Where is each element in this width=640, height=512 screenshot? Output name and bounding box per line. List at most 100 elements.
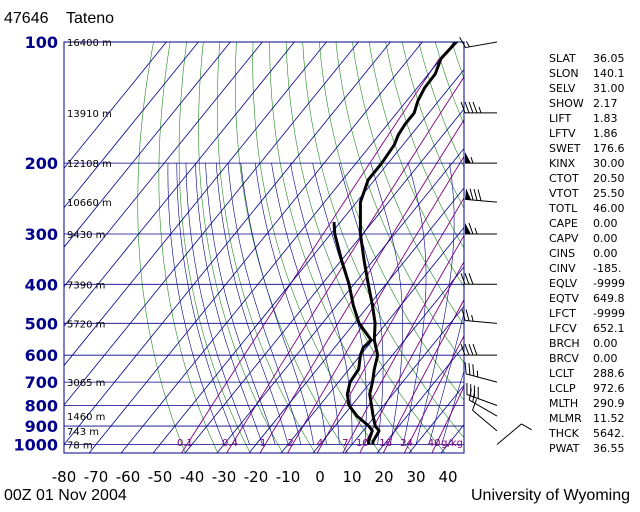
isotherm	[152, 68, 464, 453]
mixing-ratio-line	[226, 76, 464, 453]
index-value: 0.00	[593, 217, 618, 230]
isotherm	[248, 187, 464, 453]
moist-adiabat	[195, 163, 263, 445]
index-name: PWAT	[549, 442, 580, 455]
index-row: LFCT -9999	[549, 306, 637, 321]
wind-barb	[472, 399, 498, 432]
observation-time: 00Z 01 Nov 2004	[4, 487, 127, 504]
temperature-tick-label: -20	[244, 468, 269, 486]
dry-adiabat	[319, 42, 464, 401]
mixing-ratio-line	[316, 197, 464, 453]
mixing-ratio-line	[287, 155, 464, 453]
station-id: 47646	[4, 10, 49, 27]
temperature-tick-label: 20	[374, 468, 393, 486]
index-value: 5642.	[593, 427, 625, 440]
index-name: CAPV	[549, 232, 579, 245]
mixing-ratio-line	[431, 385, 464, 453]
index-value: 972.6	[593, 382, 625, 395]
index-value: -9999	[593, 307, 625, 320]
mixing-ratio-line	[181, 58, 440, 453]
index-value: 31.00	[593, 82, 625, 95]
temperature-tick-label: -70	[84, 468, 109, 486]
temperature-tick-label: -60	[116, 468, 141, 486]
index-value: 46.00	[593, 202, 625, 215]
moist-adiabat	[290, 163, 353, 445]
wind-barb	[465, 188, 498, 203]
dry-adiabat	[137, 42, 186, 453]
wind-barb	[460, 344, 497, 356]
index-row: SLON 140.1	[549, 66, 637, 81]
index-row: MLMR 11.52	[549, 411, 637, 426]
mixing-ratio-label: g/kg	[441, 438, 463, 449]
index-row: BRCH 0.00	[549, 336, 637, 351]
temperature-profile	[358, 42, 459, 445]
isotherm	[280, 226, 464, 453]
temperature-tick-label: 30	[406, 468, 425, 486]
wind-barb	[460, 101, 497, 114]
station-name: Tateno	[66, 10, 115, 27]
index-name: CINS	[549, 247, 576, 260]
dry-adiabat	[235, 42, 348, 453]
wind-barb	[464, 362, 498, 383]
index-row: SWET 176.6	[549, 141, 637, 156]
index-name: BRCH	[549, 337, 580, 350]
mixing-ratio-label: 4	[317, 438, 323, 449]
index-name: EQTV	[549, 292, 579, 305]
index-row: KINX 30.00	[549, 156, 637, 171]
index-name: LCLT	[549, 367, 575, 380]
temperature-tick-label: -10	[276, 468, 301, 486]
mixing-ratio-line	[342, 234, 464, 453]
wind-barb	[459, 37, 498, 49]
plot-frame	[63, 41, 465, 454]
pressure-tick-label: 1000	[13, 435, 58, 454]
index-name: LCLP	[549, 382, 576, 395]
index-value: 649.8	[593, 292, 625, 305]
index-row: CINS 0.00	[549, 246, 637, 261]
isotherm	[64, 42, 231, 248]
dry-adiabat	[368, 42, 464, 288]
index-row: CTOT 20.50	[549, 171, 637, 186]
wind-barb	[465, 152, 497, 164]
isotherm	[64, 42, 263, 288]
index-name: MLMR	[549, 412, 582, 425]
height-label: 78 m	[67, 440, 93, 451]
mixing-ratio-line	[403, 334, 464, 453]
mixing-ratio-line	[259, 119, 464, 453]
index-value: 0.00	[593, 352, 618, 365]
mixing-ratio-label: 40	[428, 438, 441, 449]
moist-adiabat	[205, 163, 276, 445]
temperature-tick-label: -80	[52, 468, 77, 486]
index-name: CAPE	[549, 217, 578, 230]
dewpoint-profile	[332, 221, 374, 445]
mixing-ratio-label: 24	[400, 438, 413, 449]
index-row: CAPV 0.00	[549, 231, 637, 246]
dry-adiabat	[178, 42, 251, 453]
height-label: 743 m	[67, 427, 99, 438]
pressure-tick-label: 600	[25, 346, 58, 365]
index-value: 0.00	[593, 247, 618, 260]
index-name: CINV	[549, 262, 576, 275]
temperature-tick-label: -50	[148, 468, 173, 486]
pressure-tick-label: 200	[25, 154, 58, 173]
index-value: 1.86	[593, 127, 618, 140]
dry-adiabat	[352, 42, 464, 326]
index-name: LFCV	[549, 322, 577, 335]
height-label: 13910 m	[67, 109, 112, 120]
index-value: 176.6	[593, 142, 625, 155]
pressure-tick-label: 100	[25, 33, 58, 52]
index-name: SLON	[549, 67, 579, 80]
index-name: SHOW	[549, 97, 584, 110]
dry-adiabat	[198, 42, 283, 453]
index-name: LFCT	[549, 307, 576, 320]
wind-barbs	[459, 37, 532, 445]
credit-label: University of Wyoming	[470, 487, 630, 504]
mixing-ratio-label: 16	[379, 438, 392, 449]
temperature-tick-label: 10	[342, 468, 361, 486]
index-row: SHOW 2.17	[549, 96, 637, 111]
pressure-tick-label: 800	[25, 396, 58, 415]
wind-barb	[461, 309, 498, 324]
pressure-tick-label: 700	[25, 373, 58, 392]
index-value: 36.05	[593, 52, 625, 65]
height-label: 5720 m	[67, 319, 105, 330]
index-row: MLTH 290.9	[549, 396, 637, 411]
